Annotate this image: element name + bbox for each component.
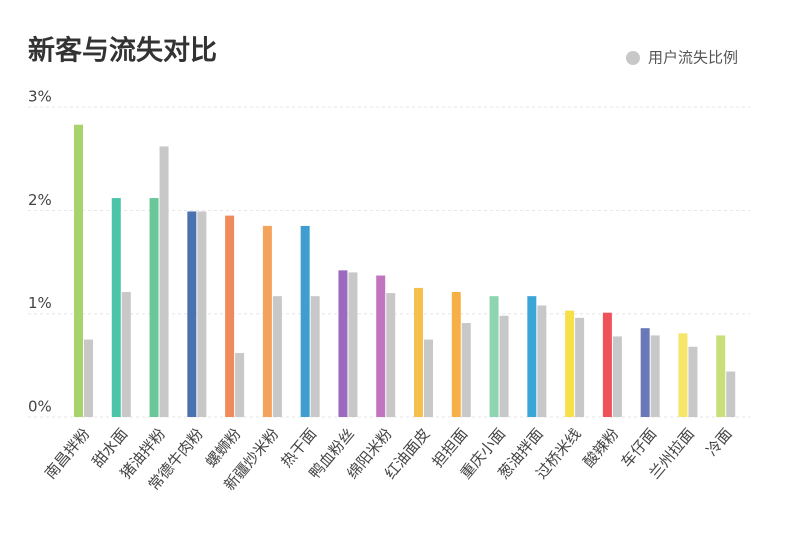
bar (74, 124, 83, 417)
bar (121, 292, 131, 417)
bar (575, 317, 585, 417)
bar (310, 296, 320, 417)
bar (414, 287, 423, 417)
chart-title: 新客与流失对比 (28, 35, 217, 67)
bar (650, 335, 660, 417)
bar (262, 225, 272, 417)
bar (537, 305, 547, 417)
bar (149, 198, 159, 417)
bar (716, 335, 726, 417)
bar (499, 315, 509, 417)
bar (527, 296, 537, 417)
bar (424, 339, 433, 417)
bar (300, 225, 310, 417)
bar (187, 211, 197, 417)
legend-swatch (626, 51, 640, 65)
y-tick-label: 3% (28, 88, 52, 106)
bar (272, 296, 282, 417)
bar (726, 371, 736, 417)
y-tick-label: 2% (28, 191, 52, 209)
bar (197, 211, 207, 417)
legend-label: 用户流失比例 (648, 49, 738, 67)
bar (688, 346, 698, 417)
bar (602, 312, 612, 417)
bar (111, 198, 121, 417)
bar (386, 293, 396, 417)
bar (338, 270, 348, 417)
bar (640, 328, 650, 417)
bar (678, 333, 688, 417)
bar (235, 352, 245, 417)
y-tick-label: 0% (28, 398, 52, 416)
bar (451, 292, 461, 417)
bar (565, 310, 575, 417)
bar (225, 215, 235, 417)
bar (489, 296, 499, 417)
bar (461, 323, 471, 417)
bar (612, 336, 622, 417)
y-tick-label: 1% (28, 294, 52, 312)
bar (159, 146, 169, 417)
bar (376, 275, 386, 417)
bar (84, 339, 93, 417)
bar (348, 272, 358, 417)
